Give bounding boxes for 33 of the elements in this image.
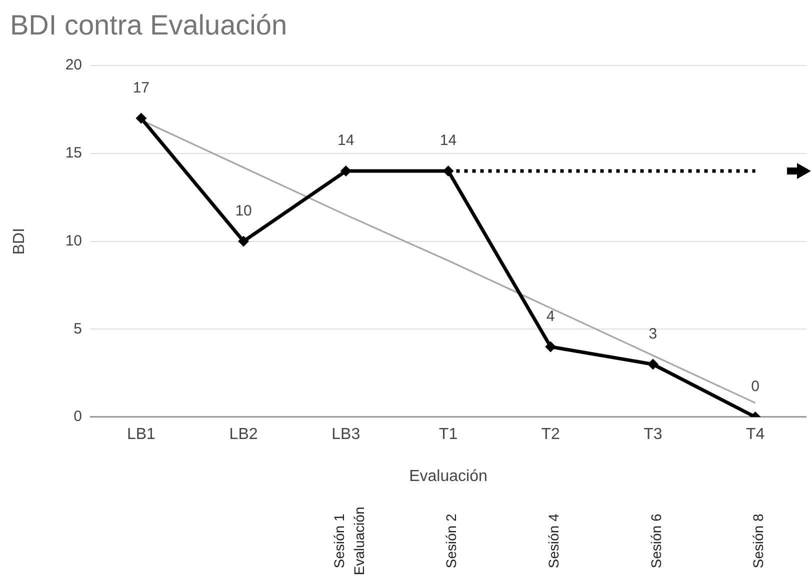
y-tick-label: 20 <box>65 56 82 74</box>
data-label: 4 <box>546 308 555 325</box>
x-tick-label: T1 <box>438 426 458 444</box>
point <box>545 341 556 352</box>
y-tick-label: 5 <box>74 320 82 338</box>
data-label: 10 <box>235 202 252 220</box>
data-label: 14 <box>440 132 457 150</box>
x-tick-label: T2 <box>541 426 560 444</box>
x-tick-label: LB2 <box>229 426 258 444</box>
y-axis-title: BDI <box>11 228 28 255</box>
y-tick-label: 10 <box>65 232 82 250</box>
text: Sesión 6 <box>648 514 664 568</box>
data-label: 14 <box>338 132 354 150</box>
point <box>647 358 658 370</box>
point <box>442 166 454 177</box>
point <box>136 112 147 124</box>
text: Sesión 4 <box>545 514 562 568</box>
y-tick-label: 0 <box>74 408 82 426</box>
chart-title: BDI contra Evaluación <box>10 10 288 41</box>
data-label: 17 <box>132 79 150 96</box>
data-label: 0 <box>751 378 760 396</box>
point <box>340 166 352 177</box>
x-tick-label: T4 <box>746 426 765 444</box>
text: Sesión 2 <box>443 514 460 568</box>
x-tick-label: T3 <box>644 426 662 444</box>
point <box>238 236 250 247</box>
x-tick-label: LB3 <box>332 426 360 444</box>
text: Sesión 1 Evaluación <box>330 506 367 576</box>
text: Sesión 8 <box>750 514 766 568</box>
x-tick-label: LB1 <box>126 426 156 444</box>
data-label: 3 <box>648 325 658 342</box>
x-axis-title: Evaluación <box>409 468 488 485</box>
y-tick-label: 15 <box>65 144 82 162</box>
